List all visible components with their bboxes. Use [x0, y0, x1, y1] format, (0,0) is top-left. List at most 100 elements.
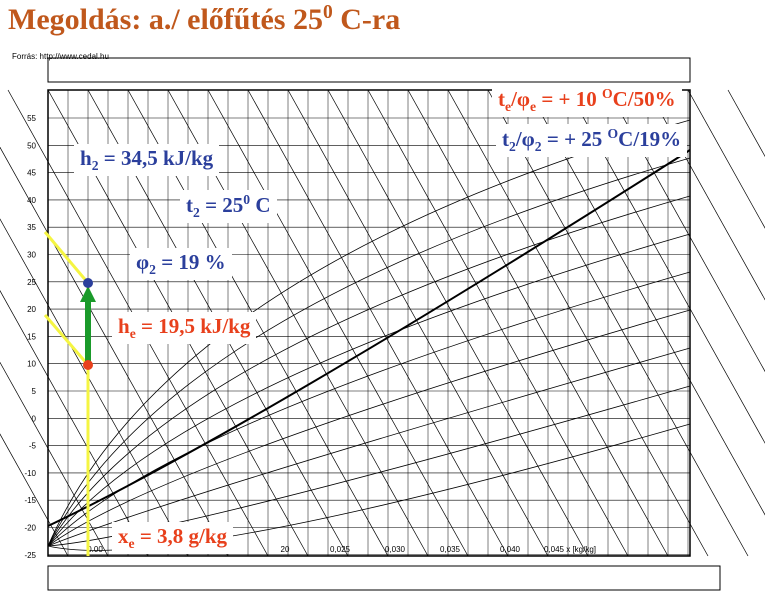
y-tick-label: 45 [27, 169, 36, 178]
yellow-line [43, 314, 90, 366]
label-part: e [530, 99, 537, 115]
top-scale [47, 57, 691, 83]
enthalpy-line [527, 89, 765, 516]
label-part: C [250, 193, 271, 217]
label-part: t [502, 127, 509, 151]
enthalpy-line [567, 89, 765, 444]
t2-label: t2 = 250 C [180, 190, 277, 224]
bottom-scale [47, 565, 721, 591]
label-part: φ [136, 250, 150, 274]
y-tick-label: -5 [29, 442, 37, 451]
y-tick-label: 0 [32, 414, 37, 423]
label-part: = 19 % [155, 250, 226, 274]
phi2-label: φ2 = 19 % [130, 248, 232, 281]
y-tick-label: 10 [27, 360, 36, 369]
enthalpy-line [687, 89, 765, 229]
te-label: te/φe = + 10 OC/50% [492, 84, 682, 118]
source: Forrás: http://www.cedal.hu [12, 52, 109, 61]
label-part: t [498, 87, 505, 111]
label-part: t [186, 193, 193, 217]
y-tick-label: 15 [27, 332, 36, 341]
label-part: = + 10 [536, 87, 603, 111]
h2-label: h2 = 34,5 kJ/kg [74, 144, 220, 177]
y-tick-label: 25 [27, 278, 36, 287]
title-text: Megoldás: a./ előfűtés 25 [8, 3, 323, 36]
enthalpy-line [0, 218, 189, 557]
label-part: 2 [91, 158, 99, 174]
label-part: e [505, 99, 512, 115]
label-part: 2 [149, 262, 156, 278]
rh-curve [47, 157, 691, 547]
label-part: = + 25 [541, 127, 608, 151]
xe-label: xe = 3,8 g/kg [112, 522, 234, 555]
label-part: C/50% [612, 87, 676, 111]
label-part: C/19% [618, 127, 682, 151]
y-tick-label: 35 [27, 223, 36, 232]
enthalpy-line [607, 89, 765, 373]
y-tick-label: 5 [32, 387, 37, 396]
y-tick-label: 55 [27, 114, 36, 123]
x-tick-label: 0,040 [500, 545, 521, 554]
y-tick-label: -10 [24, 469, 36, 478]
t2-phi-label: t2/φ2 = + 25 OC/19% [496, 124, 688, 158]
enthalpy-line [327, 89, 589, 557]
enthalpy-line [407, 89, 669, 557]
label-part: h [118, 314, 130, 338]
rh-curve [47, 347, 691, 547]
rh-curve [47, 385, 691, 547]
label-part: h [80, 146, 92, 170]
title-sup: 0 [322, 2, 333, 23]
x-tick-label: 0,045 x [kg/kg] [544, 545, 596, 554]
label-part: = 3,8 g/kg [134, 524, 228, 548]
enthalpy-line [247, 89, 509, 557]
y-tick-label: -15 [24, 496, 36, 505]
state-2 [83, 278, 93, 288]
label-part: = 19,5 kJ/kg [135, 314, 251, 338]
rh-curve [47, 271, 691, 547]
enthalpy-line [0, 433, 69, 557]
heating-arrow-head [80, 286, 96, 302]
label-part: /φ [511, 87, 531, 111]
label-part: O [602, 86, 613, 101]
rh-curve [47, 423, 691, 551]
label-part: 0 [243, 192, 251, 207]
enthalpy-line [647, 89, 765, 301]
enthalpy-line [0, 290, 149, 557]
x-tick-label: 0,030 [385, 545, 406, 554]
label-part: = 25 [199, 193, 244, 217]
yellow-line [43, 231, 90, 284]
label-part: 2 [534, 139, 542, 155]
label-part: O [607, 126, 619, 141]
enthalpy-line [447, 89, 709, 557]
x-tick-label: 20 [281, 545, 290, 554]
x-tick-label: 0,025 [330, 545, 351, 554]
x-tick-label: 0.00 [87, 545, 103, 554]
rh-curve [47, 233, 691, 547]
y-tick-label: -20 [24, 524, 36, 533]
label-part: 2 [193, 205, 200, 221]
enthalpy-line [0, 146, 229, 557]
label-part: x [118, 524, 129, 548]
y-tick-label: 50 [27, 141, 36, 150]
state-e [83, 360, 93, 370]
label-part: 2 [509, 139, 516, 155]
enthalpy-line [487, 89, 749, 557]
y-tick-label: 20 [27, 305, 36, 314]
label-part: e [128, 536, 135, 552]
enthalpy-line [0, 361, 109, 557]
y-tick-label: 30 [27, 251, 36, 260]
saturation-line [47, 149, 691, 527]
he-label: he = 19,5 kJ/kg [112, 312, 257, 345]
x-tick-label: 0,035 [440, 545, 461, 554]
label-part: /φ [515, 127, 535, 151]
title: Megoldás: a./ előfűtés 250 C-ra [8, 2, 400, 37]
rh-curve [47, 119, 691, 547]
enthalpy-line [367, 89, 629, 557]
y-tick-label: 40 [27, 196, 36, 205]
y-tick-label: -25 [24, 551, 36, 560]
rh-curve [47, 309, 691, 547]
enthalpy-line [727, 89, 765, 158]
title-tail: C-ra [332, 3, 401, 36]
